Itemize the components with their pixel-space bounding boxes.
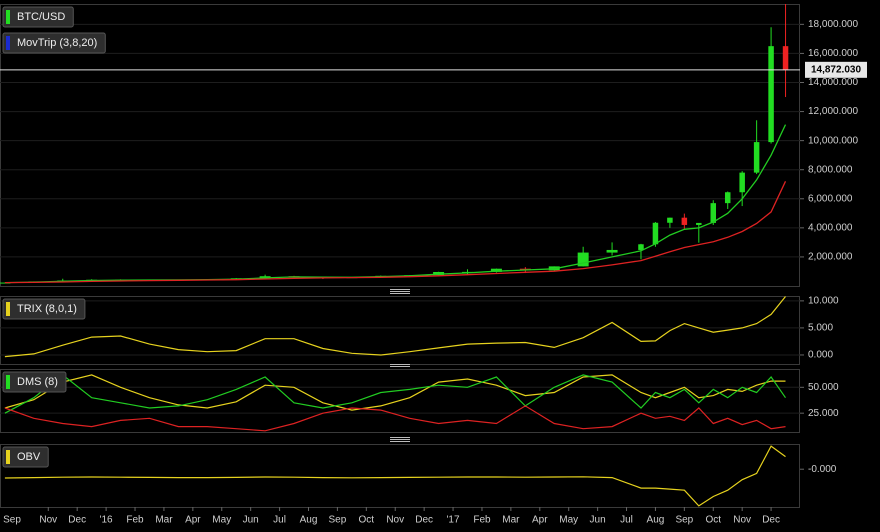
x-tick-label: Apr [532,515,548,526]
indicator-line [4,445,786,507]
x-tick-label: Aug [647,515,665,526]
x-tick-label: Nov [733,515,751,526]
legend-item[interactable]: TRIX (8,0,1) [2,298,86,320]
legend-box [2,371,67,393]
y-tick-label: 5.000 [808,323,833,334]
x-tick-label: '17 [447,515,460,526]
x-tick-label: May [212,515,231,526]
panel-dividers [390,289,410,442]
x-tick-label: Dec [415,515,433,526]
indicator-line [4,374,786,411]
y-tick-label: 25.000 [808,408,839,419]
plot-area [0,4,800,284]
legend-item[interactable]: BTC/USD [2,6,74,28]
y-tick-label: 4,000.000 [808,222,853,233]
legend-label: DMS (8) [17,376,58,388]
candle-body [652,222,659,245]
plot-area [0,374,800,432]
x-tick-label: '16 [100,515,113,526]
x-tick-label: Sep [3,515,21,526]
indicator-line [4,405,786,432]
divider-handle[interactable] [390,437,410,442]
candle-body [667,217,673,223]
legend-item[interactable]: OBV [2,446,49,468]
y-tick-label: 2,000.000 [808,252,853,263]
divider-handle[interactable] [390,289,410,294]
candle-body [710,203,717,223]
x-tick-label: Dec [68,515,86,526]
plot-area [0,296,800,358]
legend-item[interactable]: DMS (8) [2,371,67,393]
y-tick-label: 12,000.000 [808,106,858,117]
x-tick-label: Mar [155,515,173,526]
x-tick-label: Jun [590,515,606,526]
x-tick-label: May [559,515,578,526]
y-tick-label: 18,000.000 [808,19,858,30]
x-tick-label: Dec [762,515,780,526]
main-panel-frame [0,4,800,287]
candle-body [638,244,644,250]
candle-body [681,217,688,225]
candle-body [606,249,618,253]
x-tick-label: Jun [243,515,259,526]
dms-panel-frame [0,369,800,433]
candle-body [696,222,702,225]
moving-average-line [4,181,787,284]
y-tick-label: 8,000.000 [808,164,853,175]
legend-box [2,32,106,54]
x-tick-label: Feb [473,515,491,526]
legend-item[interactable]: MovTrip (3,8,20) [2,32,106,54]
x-tick-label: Oct [359,515,375,526]
legend-swatch [6,375,10,389]
y-tick-label: 50.000 [808,382,839,393]
candle-body [753,142,760,173]
x-tick-label: Oct [705,515,721,526]
legend-label: TRIX (8,0,1) [17,303,77,315]
y-tick-label: 14,000.000 [808,77,858,88]
x-tick-label: Jul [620,515,633,526]
legend-box [2,446,49,468]
x-tick-label: Mar [502,515,520,526]
candle-body [739,172,745,193]
x-tick-label: Nov [386,515,404,526]
candle-body [577,252,589,267]
x-tick-label: Aug [300,515,318,526]
legend-swatch [6,450,10,464]
candle-body [782,46,789,70]
x-tick-label: Feb [126,515,144,526]
legend-label: OBV [17,451,41,463]
candle-body [490,268,502,272]
y-tick-label: 16,000.000 [808,48,858,59]
legend-box [2,6,74,28]
divider-handle[interactable] [390,364,410,367]
legend-swatch [6,36,10,50]
y-tick-label: -0.000 [808,464,837,475]
candle-body [768,46,774,143]
legend-box [2,298,86,320]
legend-swatch [6,302,10,316]
x-tick-label: Nov [39,515,57,526]
x-tick-label: Sep [329,515,347,526]
y-tick-label: 6,000.000 [808,193,853,204]
last-price-box [805,61,867,78]
x-tick-label: Sep [675,515,693,526]
x-tick-label: Apr [185,515,201,526]
legend-label: BTC/USD [17,11,65,23]
y-tick-label: 10,000.000 [808,135,858,146]
obv-panel-frame [0,444,800,508]
y-tick-label: 0.000 [808,350,833,361]
plot-area [4,445,786,507]
legend-label: MovTrip (3,8,20) [17,37,97,49]
candle-body [724,192,731,204]
last-price-label: 14,872.030 [811,64,861,75]
indicator-line [4,296,786,358]
x-tick-label: Jul [273,515,286,526]
legend-swatch [6,10,10,24]
y-tick-label: 10.000 [808,296,839,307]
indicator-line [4,374,786,414]
